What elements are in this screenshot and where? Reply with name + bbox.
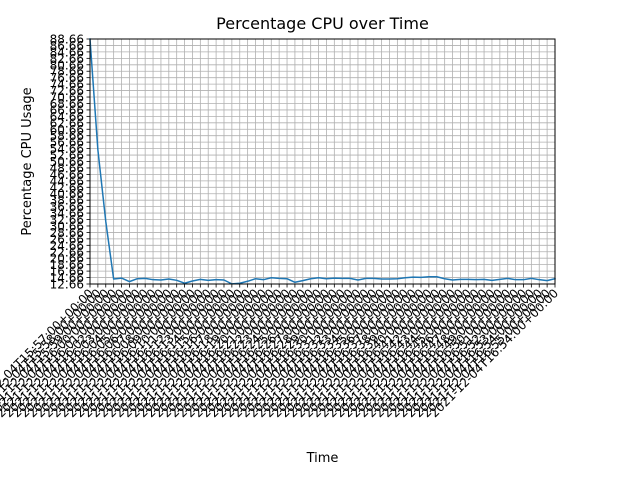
y-axis-label: Percentage CPU Usage	[20, 87, 35, 235]
y-tick-label: 24.66	[50, 239, 84, 253]
grid-lines	[89, 38, 556, 285]
y-tick-label: 40.66	[50, 187, 84, 201]
y-tick-label: 32.66	[50, 213, 84, 227]
y-tick-label: 52.66	[50, 149, 84, 163]
y-tick-label: 16.66	[50, 265, 84, 279]
y-tick-label: 28.66	[50, 226, 84, 240]
y-tick-label: 82.66	[50, 52, 84, 66]
y-tick-label: 46.66	[50, 168, 84, 182]
y-tick-label: 62.66	[50, 116, 84, 130]
y-tick-label: 88.66	[50, 33, 84, 47]
y-tick-label: 70.66	[50, 91, 84, 105]
y-tick-label: 56.66	[50, 136, 84, 150]
y-tick-label: 64.66	[50, 110, 84, 124]
y-tick-label: 44.66	[50, 174, 84, 188]
y-tick-label: 34.66	[50, 207, 84, 221]
y-tick-label: 80.66	[50, 58, 84, 72]
y-tick-label: 68.66	[50, 97, 84, 111]
y-tick-label: 66.66	[50, 103, 84, 117]
y-tick-label: 12.66	[50, 278, 84, 292]
y-axis-ticks: 12.6614.6616.6618.6620.6622.6624.6626.66…	[50, 33, 90, 292]
y-tick-label: 18.66	[50, 258, 84, 272]
y-tick-label: 20.66	[50, 252, 84, 266]
y-tick-label: 22.66	[50, 245, 84, 259]
y-tick-label: 38.66	[50, 194, 84, 208]
y-tick-label: 26.66	[50, 232, 84, 246]
y-tick-label: 78.66	[50, 65, 84, 79]
series-group	[89, 38, 556, 285]
y-tick-label: 42.66	[50, 181, 84, 195]
y-tick-label: 58.66	[50, 129, 84, 143]
cpu-usage-line	[89, 38, 556, 285]
y-tick-label: 54.66	[50, 142, 84, 156]
y-tick-label: 14.66	[50, 271, 84, 285]
y-tick-label: 60.66	[50, 123, 84, 137]
y-tick-label: 48.66	[50, 161, 84, 175]
y-tick-label: 30.66	[50, 219, 84, 233]
plot-frame	[89, 38, 556, 285]
y-tick-label: 72.66	[50, 84, 84, 98]
y-tick-label: 86.66	[50, 39, 84, 53]
y-tick-label: 50.66	[50, 155, 84, 169]
y-tick-label: 76.66	[50, 71, 84, 85]
chart-title: Percentage CPU over Time	[216, 14, 429, 33]
x-axis-label: Time	[306, 451, 339, 466]
y-tick-label: 74.66	[50, 78, 84, 92]
y-tick-label: 84.66	[50, 45, 84, 59]
y-tick-label: 36.66	[50, 200, 84, 214]
